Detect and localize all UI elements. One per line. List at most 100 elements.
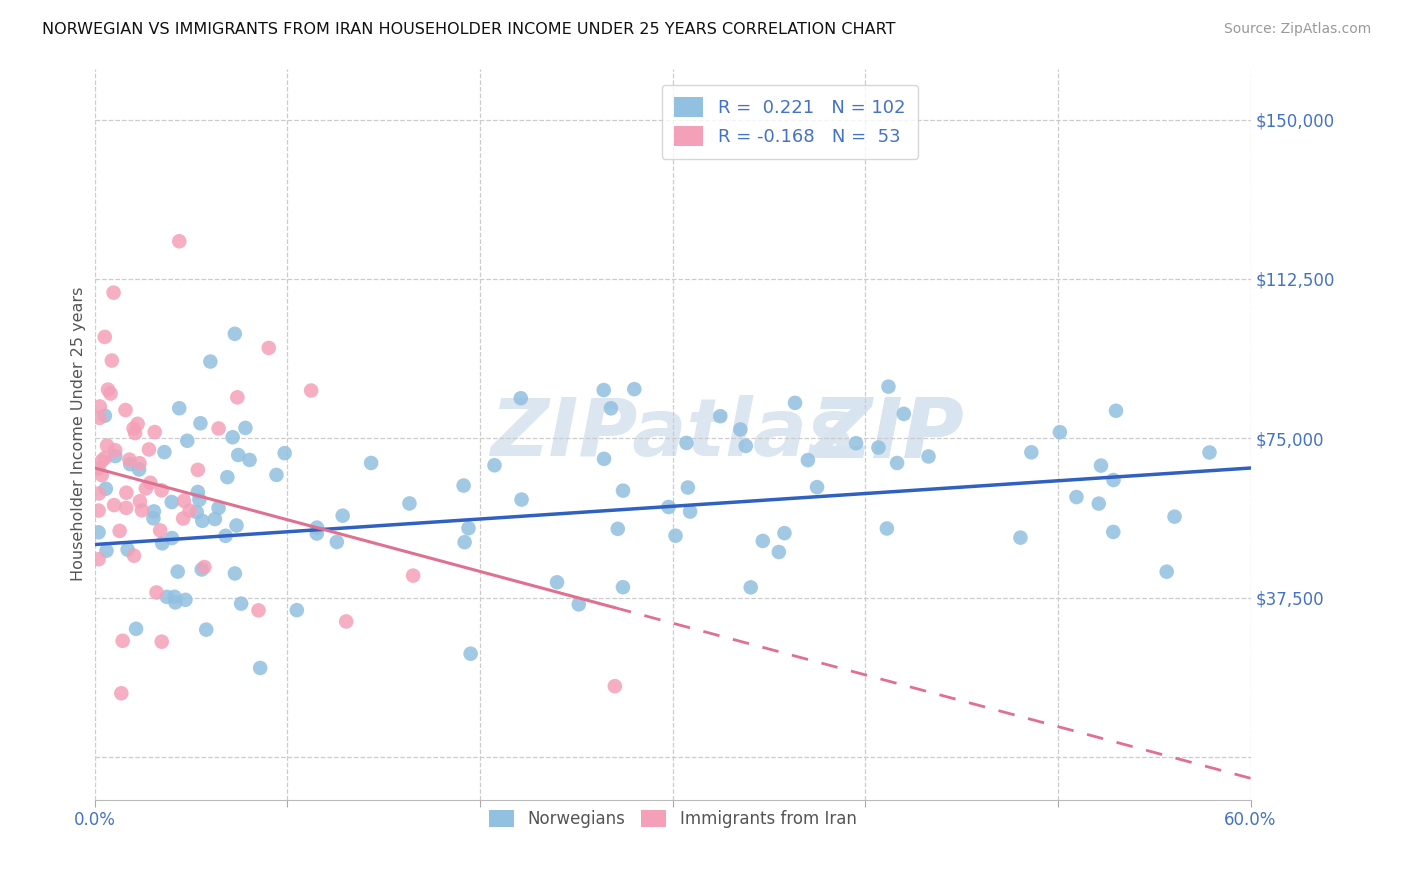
Point — [114, 403, 136, 417]
Point — [612, 483, 634, 498]
Point — [160, 531, 183, 545]
Point — [145, 585, 167, 599]
Point — [658, 500, 681, 514]
Point — [510, 492, 533, 507]
Point — [176, 434, 198, 448]
Point — [612, 580, 634, 594]
Point — [740, 581, 762, 595]
Point — [163, 590, 186, 604]
Point — [225, 518, 247, 533]
Point — [231, 597, 253, 611]
Point — [599, 401, 621, 416]
Point — [360, 456, 382, 470]
Point — [273, 446, 295, 460]
Point — [128, 494, 150, 508]
Point — [200, 354, 222, 368]
Point — [139, 475, 162, 490]
Point — [150, 634, 173, 648]
Point — [1087, 497, 1109, 511]
Point — [104, 449, 127, 463]
Point — [138, 442, 160, 457]
Point — [167, 401, 190, 416]
Point — [676, 481, 699, 495]
Point — [768, 545, 790, 559]
Point — [845, 436, 868, 450]
Point — [1102, 473, 1125, 487]
Point — [623, 382, 645, 396]
Point — [122, 421, 145, 435]
Point — [120, 457, 142, 471]
Point — [1156, 565, 1178, 579]
Point — [97, 383, 120, 397]
Point — [150, 483, 173, 498]
Point — [115, 500, 138, 515]
Point — [191, 514, 214, 528]
Point — [398, 496, 420, 510]
Point — [128, 462, 150, 476]
Point — [143, 425, 166, 439]
Point — [190, 562, 212, 576]
Point — [156, 590, 179, 604]
Point — [1102, 524, 1125, 539]
Point — [108, 524, 131, 538]
Point — [917, 450, 939, 464]
Point — [131, 503, 153, 517]
Point — [606, 522, 628, 536]
Point — [100, 386, 122, 401]
Point — [305, 526, 328, 541]
Text: ZIP: ZIP — [811, 393, 965, 475]
Point — [457, 521, 479, 535]
Point — [603, 679, 626, 693]
Point — [173, 493, 195, 508]
Point — [87, 461, 110, 475]
Point — [169, 234, 191, 248]
Point — [142, 504, 165, 518]
Point — [332, 508, 354, 523]
Point — [593, 451, 616, 466]
Point — [806, 480, 828, 494]
Point — [679, 505, 702, 519]
Point — [1105, 403, 1128, 417]
Point — [127, 417, 149, 431]
Point — [160, 495, 183, 509]
Point — [773, 526, 796, 541]
Point — [172, 511, 194, 525]
Point — [783, 396, 806, 410]
Point — [149, 524, 172, 538]
Point — [305, 520, 328, 534]
Point — [1198, 445, 1220, 459]
Point — [299, 384, 322, 398]
Text: ZIP: ZIP — [811, 393, 965, 475]
Point — [217, 470, 239, 484]
Text: ZIPatlas: ZIPatlas — [491, 395, 855, 473]
Point — [135, 482, 157, 496]
Text: Source: ZipAtlas.com: Source: ZipAtlas.com — [1223, 22, 1371, 37]
Point — [730, 422, 752, 436]
Point — [460, 647, 482, 661]
Point — [285, 603, 308, 617]
Point — [96, 543, 118, 558]
Y-axis label: Householder Income Under 25 years: Householder Income Under 25 years — [72, 287, 86, 582]
Point — [179, 503, 201, 517]
Point — [886, 456, 908, 470]
Point — [103, 498, 125, 512]
Point — [709, 409, 731, 424]
Point — [509, 391, 531, 405]
Point — [453, 535, 475, 549]
Point — [235, 421, 257, 435]
Point — [868, 441, 890, 455]
Point — [1090, 458, 1112, 473]
Point — [186, 505, 208, 519]
Point — [1021, 445, 1043, 459]
Point — [187, 484, 209, 499]
Point — [94, 482, 117, 496]
Point — [87, 503, 110, 517]
Point — [110, 686, 132, 700]
Point — [752, 533, 775, 548]
Point — [122, 549, 145, 563]
Point — [1066, 490, 1088, 504]
Point — [89, 400, 111, 414]
Point — [335, 615, 357, 629]
Point — [117, 542, 139, 557]
Point — [226, 448, 249, 462]
